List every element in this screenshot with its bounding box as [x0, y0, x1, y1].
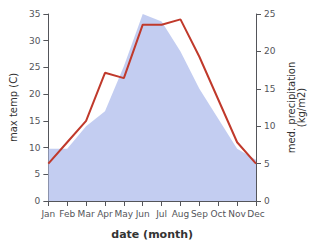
svg-text:Jul: Jul — [155, 209, 167, 219]
svg-text:May: May — [115, 209, 134, 219]
svg-text:20: 20 — [264, 46, 276, 56]
svg-text:Apr: Apr — [97, 209, 113, 219]
svg-text:Mar: Mar — [78, 209, 95, 219]
svg-text:30: 30 — [29, 36, 41, 46]
svg-text:date (month): date (month) — [111, 228, 193, 241]
svg-text:0: 0 — [35, 196, 41, 206]
svg-text:20: 20 — [29, 89, 41, 99]
svg-text:10: 10 — [264, 121, 276, 131]
svg-text:10: 10 — [29, 143, 41, 153]
svg-text:Aug: Aug — [172, 209, 190, 219]
svg-text:Nov: Nov — [228, 209, 246, 219]
svg-text:Jun: Jun — [135, 209, 150, 219]
svg-text:med. precipitation: med. precipitation — [285, 61, 297, 154]
svg-text:25: 25 — [264, 9, 275, 19]
svg-text:max temp (C): max temp (C) — [8, 73, 19, 142]
svg-text:Feb: Feb — [59, 209, 75, 219]
svg-text:5: 5 — [35, 169, 41, 179]
svg-text:15: 15 — [29, 116, 40, 126]
svg-text:Dec: Dec — [247, 209, 264, 219]
svg-text:Oct: Oct — [210, 209, 226, 219]
svg-text:25: 25 — [29, 62, 40, 72]
svg-text:0: 0 — [264, 196, 270, 206]
svg-text:(kg/m2): (kg/m2) — [296, 88, 307, 128]
svg-text:Sep: Sep — [191, 209, 208, 219]
svg-text:35: 35 — [29, 9, 40, 19]
svg-text:5: 5 — [264, 159, 270, 169]
svg-text:Jan: Jan — [40, 209, 55, 219]
svg-text:15: 15 — [264, 84, 275, 94]
